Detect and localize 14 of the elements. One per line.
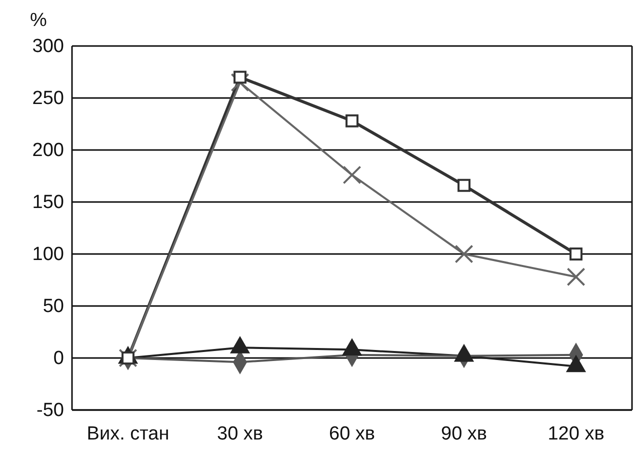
y-tick-label: 0: [53, 348, 64, 370]
x-tick-label: 30 хв: [216, 423, 264, 444]
x-tick-label: 60 хв: [328, 423, 376, 444]
y-axis-title: %: [30, 10, 47, 31]
y-tick-label: 300: [32, 36, 64, 58]
y-tick-label: 150: [32, 192, 64, 214]
y-tick-label: 100: [32, 244, 64, 266]
x-tick-label: Вих. стан: [86, 423, 170, 444]
y-tick-label: 50: [42, 296, 64, 318]
y-tick-label: 250: [32, 88, 64, 110]
x-tick-label: 120 хв: [548, 423, 604, 444]
y-tick-label: 200: [32, 140, 64, 162]
y-tick-label: -50: [36, 400, 64, 422]
x-tick-label: 90 хв: [440, 423, 488, 444]
